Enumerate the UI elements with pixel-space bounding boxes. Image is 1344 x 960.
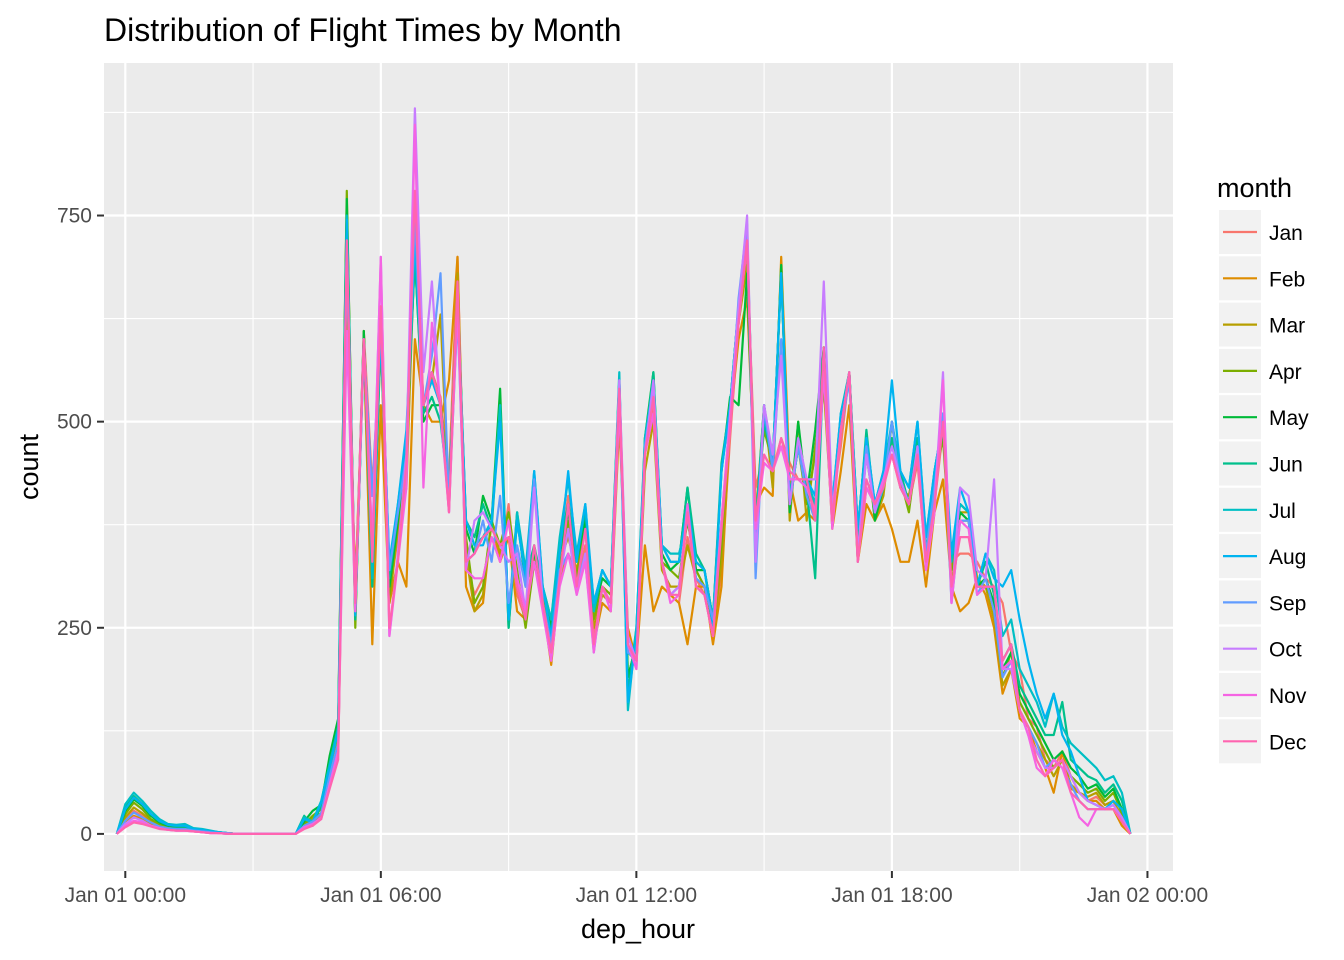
- legend-label: Aug: [1269, 546, 1306, 569]
- x-tick-label: Jan 01 18:00: [831, 884, 952, 907]
- y-tick-label: 750: [57, 205, 92, 228]
- x-tick-label: Jan 01 00:00: [65, 884, 186, 907]
- x-axis-title: dep_hour: [581, 914, 695, 944]
- series-line-dec: [116, 189, 1132, 836]
- x-tick-label: Jan 01 12:00: [576, 884, 697, 907]
- legend-label: Jun: [1269, 454, 1303, 477]
- y-axis-title: count: [14, 433, 44, 500]
- x-tick-label: Jan 01 06:00: [320, 884, 441, 907]
- legend-label: Mar: [1269, 315, 1305, 338]
- legend-label: Oct: [1269, 639, 1302, 662]
- legend-title: month: [1217, 173, 1292, 203]
- legend-label: Jul: [1269, 500, 1296, 523]
- y-tick-label: 500: [57, 411, 92, 434]
- chart-title: Distribution of Flight Times by Month: [104, 12, 622, 48]
- y-tick-label: 250: [57, 617, 92, 640]
- legend-label: May: [1269, 407, 1309, 430]
- x-tick-label: Jan 02 00:00: [1087, 884, 1208, 907]
- legend-label: Sep: [1269, 592, 1306, 615]
- series-layer: [115, 107, 1132, 836]
- y-axis: 0 250 500 750: [57, 205, 104, 846]
- legend-label: Feb: [1269, 268, 1305, 291]
- y-tick-label: 0: [80, 823, 92, 846]
- legend-label: Apr: [1269, 361, 1302, 384]
- legend: month Jan Feb Mar Apr May Jun Jul Aug Sep Oct Nov D…: [1217, 173, 1309, 764]
- legend-label: Nov: [1269, 685, 1307, 708]
- grid-minor: [104, 63, 1173, 871]
- legend-label: Dec: [1269, 731, 1306, 754]
- legend-label: Jan: [1269, 222, 1303, 245]
- plot-panel: [104, 63, 1173, 871]
- x-axis: Jan 01 00:00 Jan 01 06:00 Jan 01 12:00 Jan …: [65, 871, 1208, 907]
